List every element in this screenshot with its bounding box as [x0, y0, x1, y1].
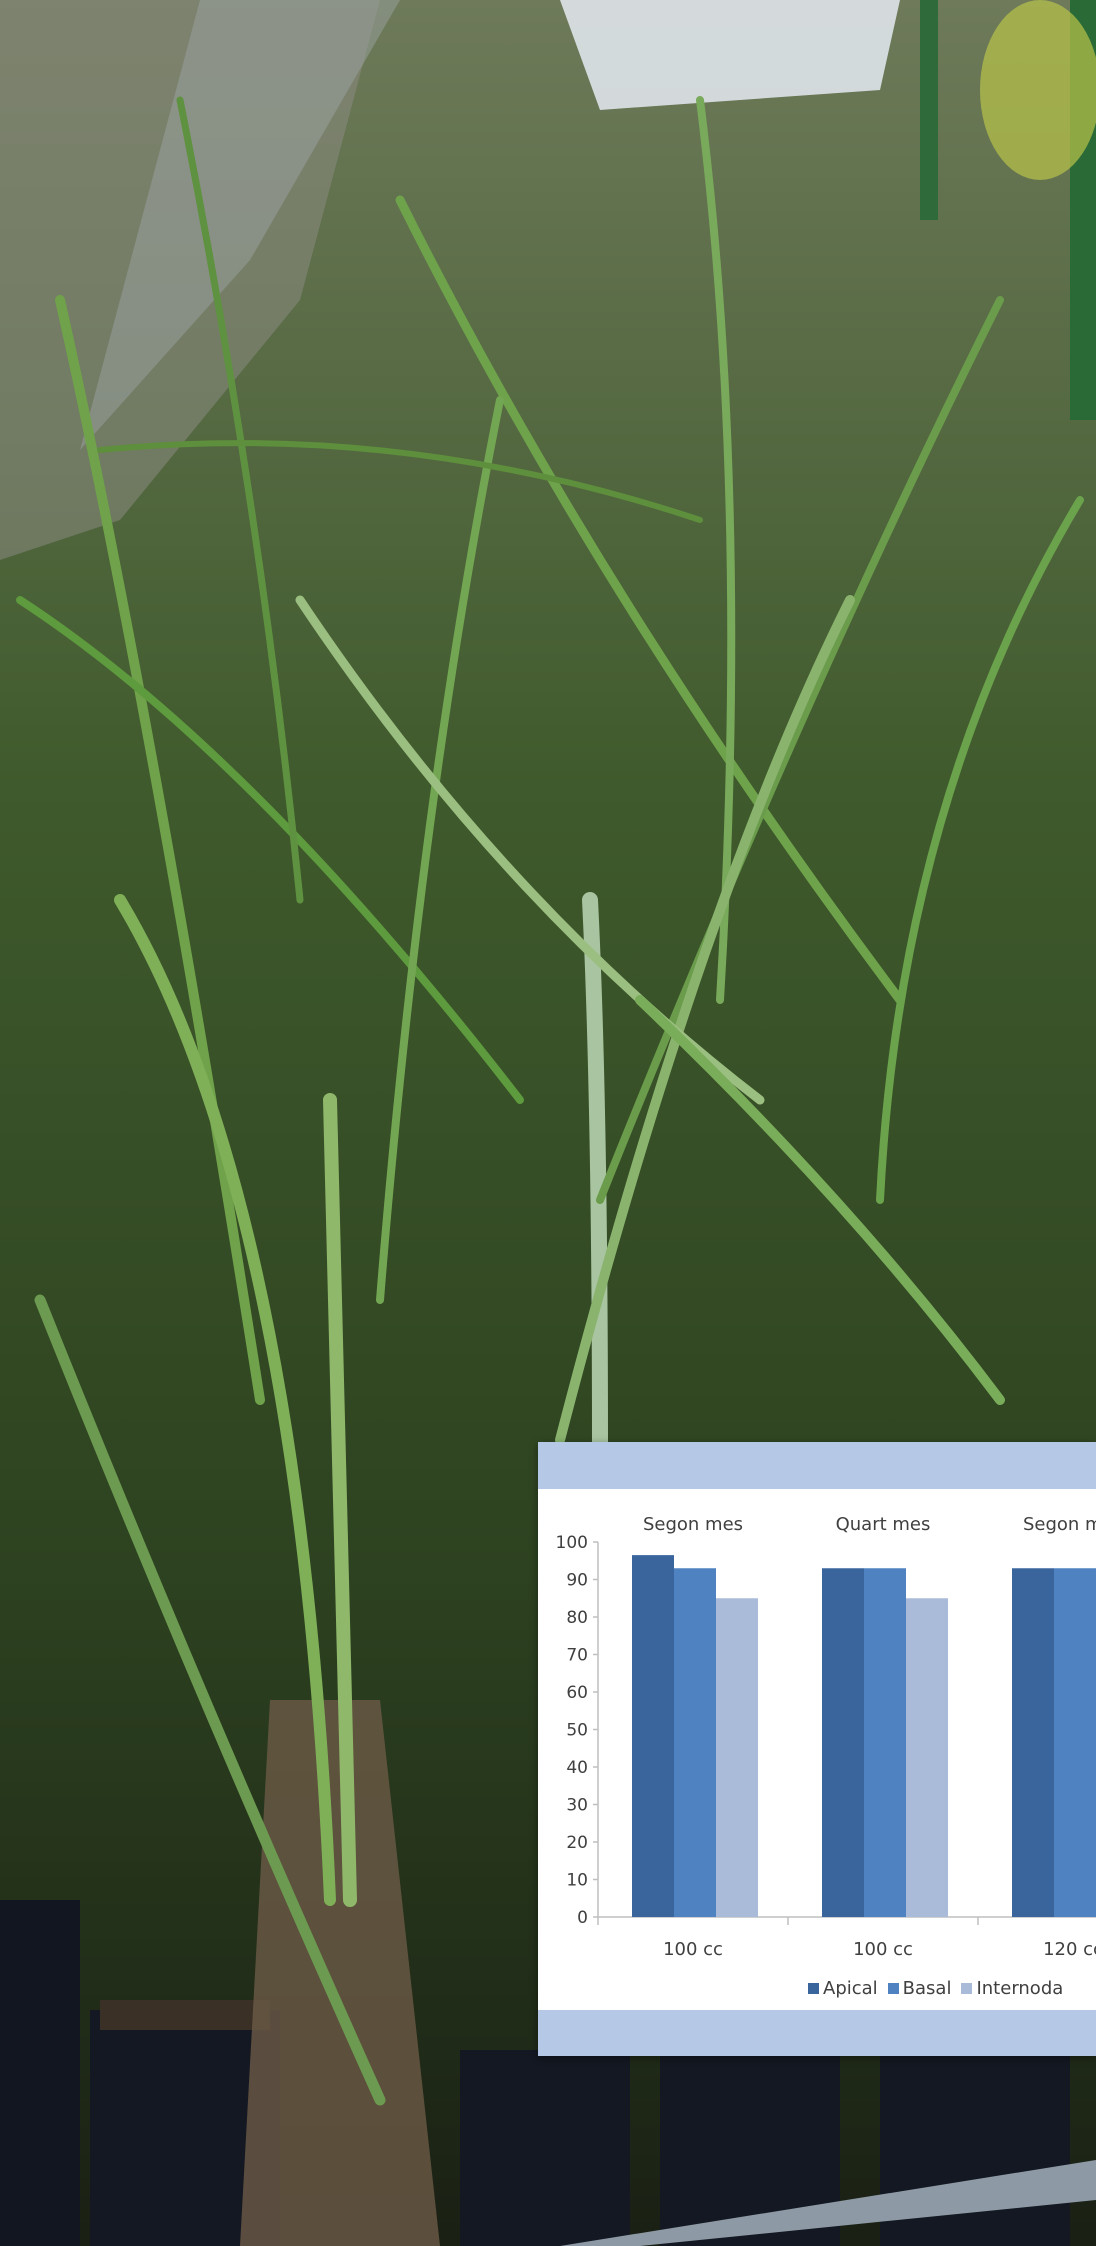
bar-basal-0 [674, 1568, 716, 1917]
legend-label-internodal: Internoda [976, 1977, 1064, 1999]
y-tick-label: 20 [566, 1833, 588, 1853]
y-tick-label: 50 [566, 1721, 588, 1741]
bar-basal-2 [1054, 1568, 1096, 1917]
x-tick-label: 100 cc [853, 1939, 913, 1960]
x-tick-label: 100 cc [663, 1939, 723, 1960]
y-tick-label: 80 [566, 1608, 588, 1628]
x-axis [597, 1916, 1096, 1925]
bar-internodal-0 [716, 1598, 758, 1917]
legend-item-internodal: Internoda [961, 1978, 1063, 1999]
legend-label-apical: Apical [823, 1977, 878, 1999]
bar-apical-1 [822, 1568, 864, 1917]
legend-swatch-internodal [961, 1982, 973, 1994]
y-tick-label: 10 [566, 1871, 588, 1891]
legend-swatch-basal [887, 1982, 899, 1994]
bar-apical-0 [632, 1555, 674, 1917]
chart-card: 0 10 20 30 40 50 60 70 80 90 100 Segon mes Quart me… [538, 1442, 1096, 2056]
group-title: Quart mes [836, 1514, 931, 1535]
y-tick-label: 100 [556, 1533, 588, 1553]
y-tick-label: 30 [566, 1796, 588, 1816]
y-tick-label: 40 [566, 1758, 588, 1778]
bar-basal-1 [864, 1568, 906, 1917]
bar-internodal-1 [906, 1598, 948, 1917]
group-title: Segon mes [1023, 1514, 1096, 1535]
bar-apical-2 [1012, 1568, 1054, 1917]
y-tick-label: 70 [566, 1646, 588, 1666]
bar-chart: 0 10 20 30 40 50 60 70 80 90 100 Segon mes Quart me… [556, 1514, 1096, 1960]
legend-label-basal: Basal [902, 1977, 952, 1999]
group-title: Segon mes [643, 1514, 743, 1535]
x-tick-label: 120 cc [1043, 1939, 1096, 1960]
legend-swatch-apical [808, 1982, 819, 1994]
y-tick-label: 0 [577, 1908, 588, 1928]
bars [632, 1555, 1096, 1917]
chart-bottom-band [538, 2010, 1096, 2056]
chart-legend: Apical Basal Internoda [808, 1976, 1063, 2000]
labels: Segon mes Quart mes Segon mes 100 cc 100 cc 1… [643, 1514, 1096, 1960]
chart-top-band [538, 1442, 1096, 1489]
legend-item-apical: Apical [808, 1978, 878, 1999]
y-axis: 0 10 20 30 40 50 60 70 80 90 100 [556, 1533, 599, 1928]
y-tick-label: 90 [566, 1571, 588, 1591]
legend-item-basal: Basal [887, 1977, 952, 1999]
y-tick-label: 60 [566, 1683, 588, 1703]
